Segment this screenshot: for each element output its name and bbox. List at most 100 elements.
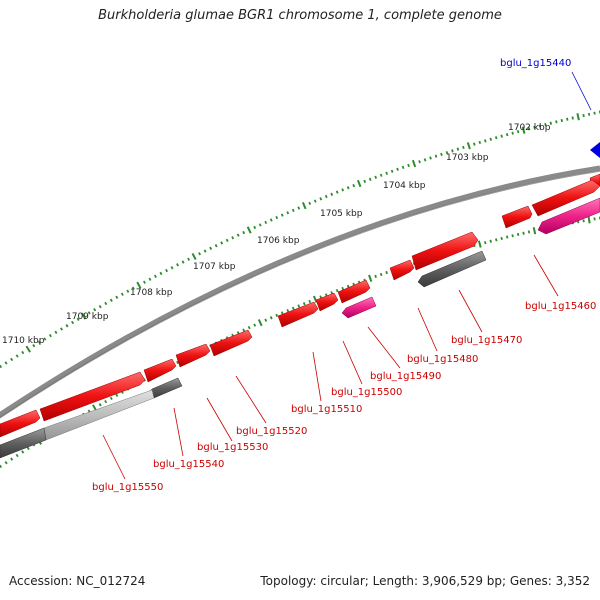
minor-tick bbox=[264, 318, 268, 322]
gene-feature[interactable] bbox=[411, 231, 479, 271]
gene-label-15510[interactable]: bglu_1g15510 bbox=[291, 404, 362, 415]
minor-tick bbox=[10, 357, 14, 362]
gene-label-15500[interactable]: bglu_1g15500 bbox=[331, 387, 402, 398]
gene-feature[interactable] bbox=[175, 343, 211, 368]
minor-tick bbox=[445, 151, 449, 155]
gene-label-15530[interactable]: bglu_1g15530 bbox=[197, 442, 268, 453]
minor-tick bbox=[341, 188, 345, 192]
minor-tick bbox=[390, 169, 394, 173]
minor-tick bbox=[4, 461, 8, 465]
gene-feature[interactable] bbox=[143, 358, 177, 383]
minor-tick bbox=[511, 234, 514, 238]
minor-tick bbox=[549, 121, 553, 125]
minor-tick bbox=[115, 393, 119, 397]
leader-lines bbox=[102, 71, 592, 480]
leader-line-15480 bbox=[417, 307, 438, 352]
minor-tick bbox=[319, 197, 323, 201]
minor-tick bbox=[593, 217, 596, 221]
minor-tick bbox=[352, 183, 356, 188]
gene-feature[interactable] bbox=[501, 205, 533, 229]
gene-feature[interactable] bbox=[389, 259, 415, 281]
minor-tick bbox=[170, 266, 174, 270]
minor-tick bbox=[115, 295, 119, 299]
minor-tick bbox=[494, 136, 498, 140]
gene-feature[interactable] bbox=[209, 329, 253, 357]
minor-tick bbox=[495, 238, 498, 242]
scale-label-1705: 1705 kbp bbox=[320, 209, 363, 219]
gene-label-15470[interactable]: bglu_1g15470 bbox=[451, 335, 522, 346]
minor-tick bbox=[571, 116, 574, 120]
minor-tick bbox=[148, 277, 152, 281]
minor-tick bbox=[456, 147, 460, 151]
major-tick bbox=[521, 126, 526, 134]
minor-tick bbox=[385, 270, 388, 275]
minor-tick bbox=[71, 320, 75, 325]
minor-tick bbox=[0, 364, 3, 369]
major-tick bbox=[466, 142, 471, 150]
minor-tick bbox=[203, 249, 207, 253]
minor-tick bbox=[346, 186, 350, 190]
gene-feature-reverse[interactable] bbox=[0, 427, 47, 459]
minor-tick bbox=[451, 149, 454, 153]
minor-tick bbox=[198, 252, 202, 256]
major-tick bbox=[587, 216, 591, 224]
gene-feature[interactable] bbox=[39, 371, 146, 422]
genome-summary-text: Topology: circular; Length: 3,906,529 bp… bbox=[260, 574, 590, 588]
gene-label-15480[interactable]: bglu_1g15480 bbox=[407, 354, 478, 365]
minor-tick bbox=[109, 396, 113, 401]
gene-feature-rna[interactable] bbox=[537, 197, 600, 235]
minor-tick bbox=[313, 199, 317, 203]
minor-tick bbox=[335, 190, 339, 194]
minor-tick bbox=[65, 324, 69, 328]
minor-tick bbox=[165, 268, 168, 273]
minor-tick bbox=[269, 218, 273, 222]
minor-tick bbox=[76, 317, 80, 321]
gene-feature-highlight[interactable] bbox=[590, 142, 600, 158]
gene-label-15520[interactable]: bglu_1g15520 bbox=[236, 426, 307, 437]
minor-tick bbox=[407, 163, 410, 168]
gene-feature-rna[interactable] bbox=[341, 296, 377, 319]
gene-label-15550[interactable]: bglu_1g15550 bbox=[92, 482, 163, 493]
minor-tick bbox=[176, 263, 179, 267]
minor-tick bbox=[374, 274, 377, 278]
minor-tick bbox=[505, 235, 509, 239]
leader-line-15530 bbox=[206, 397, 233, 442]
minor-tick bbox=[143, 280, 146, 284]
minor-tick bbox=[21, 450, 25, 454]
major-tick bbox=[576, 113, 580, 121]
gene-feature[interactable] bbox=[0, 409, 41, 438]
gene-label-15440[interactable]: bglu_1g15440 bbox=[500, 58, 571, 69]
minor-tick bbox=[291, 306, 295, 310]
leader-line-15510 bbox=[312, 351, 322, 402]
major-tick bbox=[81, 312, 87, 320]
minor-tick bbox=[484, 241, 487, 245]
gene-label-15540[interactable]: bglu_1g15540 bbox=[153, 459, 224, 470]
gene-label-15490[interactable]: bglu_1g15490 bbox=[370, 371, 441, 382]
gene-feature-reverse[interactable] bbox=[417, 250, 487, 288]
leader-line-15540 bbox=[173, 407, 184, 457]
minor-tick bbox=[379, 272, 383, 277]
minor-tick bbox=[396, 167, 399, 171]
scale-labels: 1702 kbp 1703 kbp 1704 kbp 1705 kbp 1706… bbox=[2, 123, 551, 346]
minor-tick bbox=[93, 308, 97, 312]
leader-line-15520 bbox=[235, 375, 267, 424]
gene-label-15460[interactable]: bglu_1g15460 bbox=[525, 301, 596, 312]
minor-tick bbox=[423, 158, 427, 162]
minor-tick bbox=[429, 156, 432, 160]
scale-label-1704: 1704 kbp bbox=[383, 181, 426, 191]
minor-tick bbox=[37, 340, 41, 344]
gene-feature[interactable] bbox=[337, 279, 371, 304]
gene-feature[interactable] bbox=[315, 292, 339, 312]
gene-feature[interactable] bbox=[531, 179, 600, 217]
minor-tick bbox=[48, 333, 52, 338]
minor-tick bbox=[505, 133, 509, 137]
minor-tick bbox=[269, 316, 273, 320]
map-title: Burkholderia glumae BGR1 chromosome 1, c… bbox=[98, 8, 502, 23]
minor-tick bbox=[247, 326, 251, 330]
forward-strand-genes bbox=[0, 173, 600, 438]
gene-feature[interactable] bbox=[277, 301, 319, 328]
minor-tick bbox=[209, 246, 213, 251]
minor-tick bbox=[434, 154, 438, 158]
minor-tick bbox=[308, 299, 312, 304]
